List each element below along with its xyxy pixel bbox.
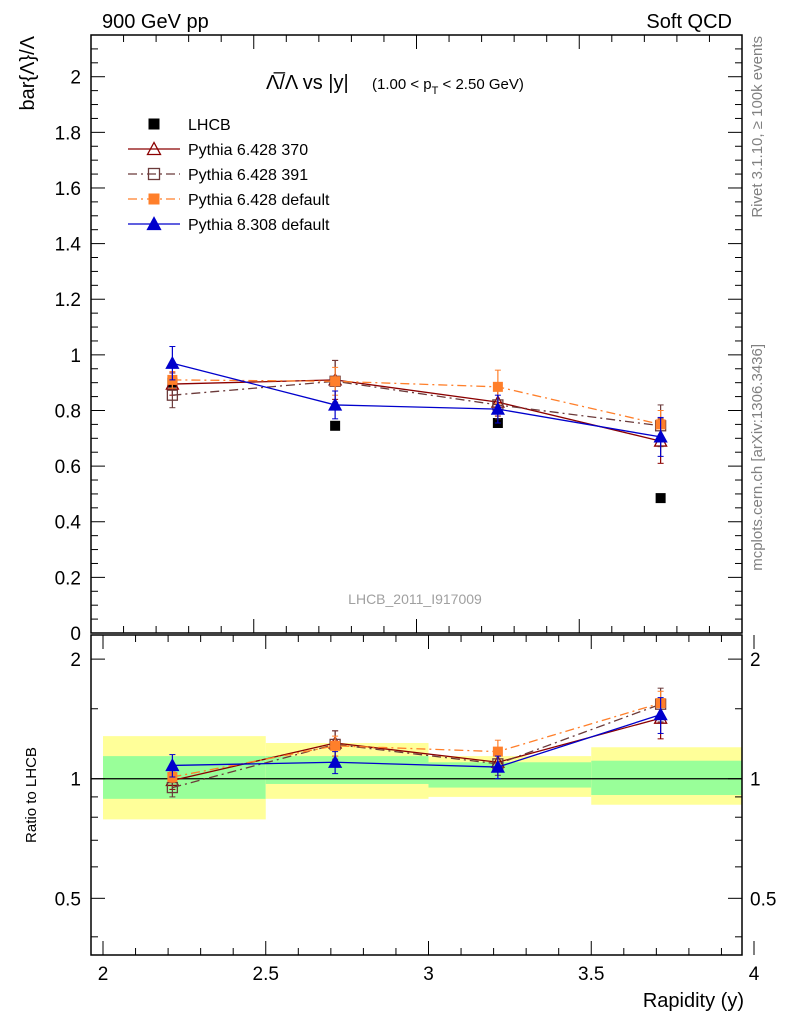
legend-label: Pythia 6.428 default [188, 192, 330, 209]
legend-label: Pythia 6.428 370 [188, 142, 308, 159]
uncertainty-band-inner [591, 760, 742, 795]
plot-title-main: Λ̅/Λ vs |y| [266, 71, 349, 94]
header-right-label: Soft QCD [646, 11, 732, 33]
marker-pythia-6-428-default [492, 746, 503, 757]
marker-pythia-8-308-default [146, 216, 162, 231]
marker-pythia-6-428-391 [166, 389, 179, 401]
x-tick-label: 3 [423, 964, 434, 985]
ratio-y-tick-label-right: 1 [750, 770, 761, 791]
marker-pythia-6-428-391 [147, 167, 161, 181]
series-pythia-8-308-default [165, 346, 668, 457]
legend-label: LHCB [188, 117, 231, 134]
y-tick-label: 1.2 [55, 290, 81, 311]
legend-item-pythia-6-428-370: Pythia 6.428 370 [128, 141, 308, 159]
ratio-y-tick-label-right: 2 [750, 650, 761, 671]
rivet-version-label: Rivet 3.1.10, ≥ 100k events [749, 36, 766, 218]
marker-pythia-8-308-default [653, 707, 668, 721]
marker-pythia-8-308-default [328, 397, 343, 411]
marker-pythia-6-428-370 [146, 141, 162, 156]
y-tick-label: 1 [70, 346, 81, 367]
legend-item-pythia-6-428-391: Pythia 6.428 391 [128, 167, 308, 184]
legend-label: Pythia 6.428 391 [188, 167, 308, 184]
marker-lhcb [655, 493, 666, 504]
x-tick-label: 2 [98, 964, 109, 985]
y-tick-label: 0 [70, 624, 81, 645]
x-axis-label: Rapidity (y) [643, 990, 744, 1012]
series-line-pythia-6-428-391 [172, 703, 661, 789]
ratio-y-tick-label-right: 0.5 [750, 889, 776, 910]
series-pythia-6-428-default [167, 366, 666, 439]
y-tick-label: 1.8 [55, 123, 81, 144]
ratio-plot-frame [90, 634, 743, 956]
uncertainty-band-inner [428, 762, 592, 788]
marker-lhcb [148, 118, 160, 130]
series-pythia-6-428-391 [166, 359, 667, 448]
marker-pythia-6-428-default [148, 193, 160, 205]
series-line-pythia-6-428-391 [172, 380, 661, 427]
y-tick-label: 0.6 [55, 457, 81, 478]
ratio-y-tick-label-left: 0.5 [55, 889, 81, 910]
series-line-pythia-6-428-370 [172, 379, 661, 442]
series-line-pythia-6-428-default [172, 702, 661, 778]
legend-label: Pythia 8.308 default [188, 217, 330, 234]
legend-item-pythia-6-428-default: Pythia 6.428 default [128, 192, 330, 209]
ratio-y-tick-label-left: 2 [70, 650, 81, 671]
marker-pythia-6-428-default [330, 740, 341, 751]
marker-pythia-6-428-default [330, 376, 341, 387]
y-tick-label: 1.6 [55, 179, 81, 200]
header-left-label: 900 GeV pp [102, 11, 209, 33]
series-line-pythia-8-308-default [172, 362, 661, 438]
main-y-axis-label: bar{Λ}/Λ [17, 35, 39, 110]
legend-item-pythia-8-308-default: Pythia 8.308 default [128, 216, 330, 234]
marker-pythia-8-308-default [490, 401, 505, 415]
plot-title-cut: (1.00 < pT < 2.50 GeV) [372, 76, 524, 97]
y-tick-label: 0.2 [55, 568, 81, 589]
y-tick-label: 0.4 [55, 513, 82, 534]
marker-pythia-8-308-default [490, 759, 505, 773]
marker-pythia-8-308-default [653, 429, 668, 443]
marker-lhcb [330, 420, 341, 431]
marker-pythia-8-308-default [165, 355, 180, 369]
series-pythia-6-428-370 [165, 359, 668, 464]
mcplots-source-label: mcplots.cern.ch [arXiv:1306.3436] [749, 344, 766, 571]
series-lhcb [167, 377, 666, 504]
analysis-watermark: LHCB_2011_I917009 [348, 591, 482, 607]
legend: LHCB Pythia 6.428 370 Pythia 6.428 391 Pyth… [128, 117, 330, 234]
x-tick-label: 2.5 [253, 964, 279, 985]
x-tick-label: 4 [749, 964, 760, 985]
y-tick-label: 0.8 [55, 401, 81, 422]
marker-pythia-8-308-default [165, 758, 180, 772]
legend-item-lhcb: LHCB [148, 117, 231, 134]
uncertainty-band-inner [265, 756, 429, 784]
y-tick-label: 1.4 [55, 235, 82, 256]
series-pythia-8-308-default [165, 697, 668, 780]
y-tick-label: 2 [70, 68, 81, 89]
series-line-pythia-6-428-default [172, 379, 661, 426]
marker-pythia-6-428-default [492, 381, 503, 392]
ratio-y-axis-label: Ratio to LHCB [23, 747, 40, 843]
marker-pythia-8-308-default [328, 754, 343, 768]
ratio-y-tick-label-left: 1 [70, 770, 81, 791]
x-tick-label: 3.5 [578, 964, 604, 985]
series-line-pythia-8-308-default [172, 713, 661, 768]
